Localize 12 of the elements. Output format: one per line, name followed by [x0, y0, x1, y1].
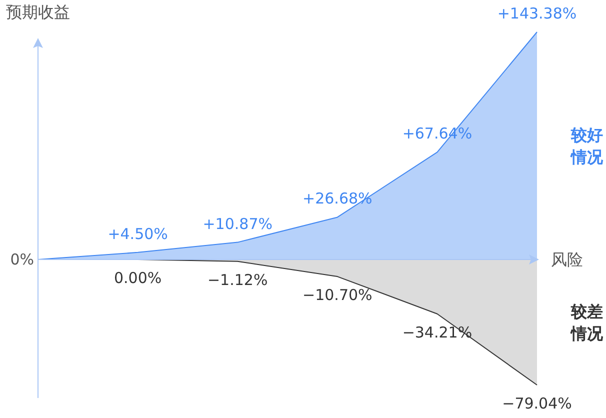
- y-axis-title: 预期收益: [6, 2, 70, 22]
- text: 0%: [10, 250, 34, 269]
- data-label: +143.38%: [497, 4, 577, 22]
- x-axis-title: 风险: [551, 250, 583, 270]
- data-label: +4.50%: [108, 224, 168, 243]
- text: 较好情况: [570, 125, 604, 166]
- data-label: +10.87%: [202, 214, 272, 233]
- text: 较差情况: [570, 302, 604, 343]
- data-label: 0.00%: [114, 269, 162, 288]
- data-label: −10.70%: [302, 286, 372, 304]
- data-label: −79.04%: [502, 394, 572, 412]
- data-label: −1.12%: [207, 270, 268, 289]
